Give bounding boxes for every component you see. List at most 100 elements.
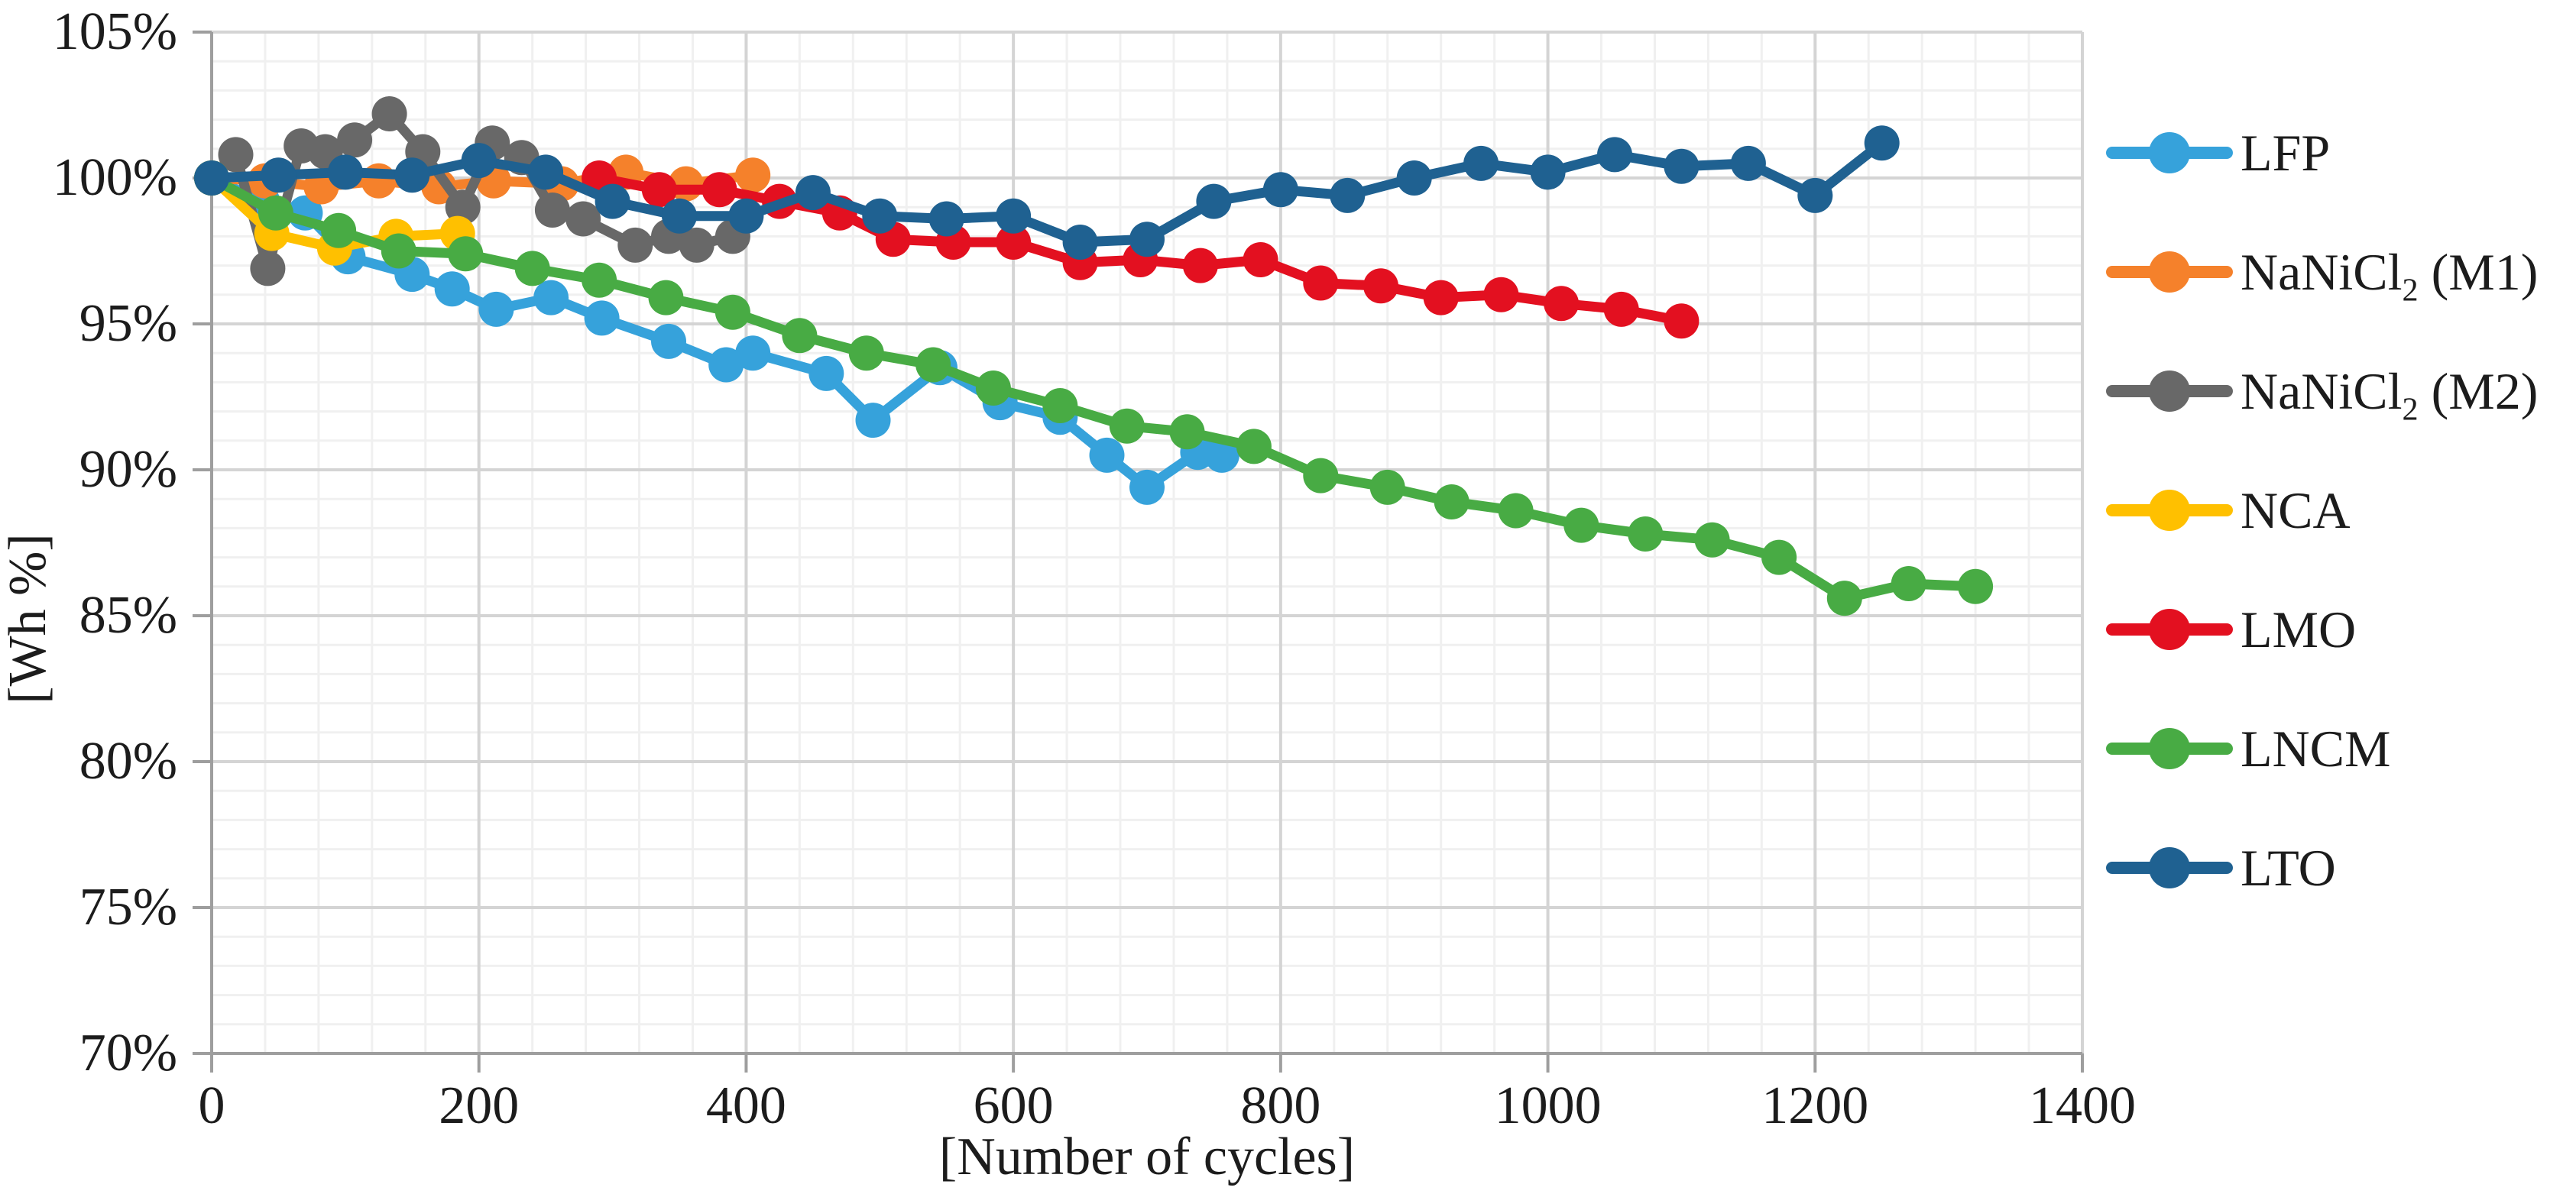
series-LNCM-point <box>714 294 750 330</box>
series-LMO-point <box>1182 248 1218 283</box>
series-NaNiCl2 (M1)-point <box>735 157 771 193</box>
legend-item-LMO: LMO <box>2106 599 2356 660</box>
axes <box>193 31 2084 1073</box>
series-LFP-point <box>1089 437 1125 473</box>
series-LNCM-point <box>448 236 484 272</box>
legend-label: NCA <box>2241 481 2351 539</box>
series-LNCM-point <box>1369 469 1405 505</box>
series-NaNiCl2 (M2)-point <box>445 189 481 225</box>
series-LTO-point <box>461 143 497 179</box>
series-LNCM-point <box>1694 522 1730 558</box>
series-LMO-point <box>1664 303 1700 339</box>
series-NaNiCl2 (M2)-point <box>218 137 254 173</box>
series-NaNiCl2 (M2)-point <box>617 227 653 263</box>
legend-marker-icon <box>2106 361 2233 422</box>
series-LTO-point <box>996 198 1032 234</box>
series-LNCM-point <box>258 195 293 231</box>
series-LFP-point <box>533 280 569 315</box>
series-NaNiCl2 (M2)-point <box>565 201 601 237</box>
series-LNCM-point <box>1434 484 1469 519</box>
series-LNCM-point <box>321 212 357 248</box>
series-NaNiCl2 (M2)-point <box>371 96 407 131</box>
x-tick-label: 1200 <box>1761 1076 1869 1135</box>
series-LNCM-point <box>1826 581 1862 616</box>
series-LTO-point <box>795 175 831 211</box>
y-tick-label: 90% <box>79 440 177 499</box>
series-LNCM-point <box>1628 516 1664 552</box>
x-axis-title: [Number of cycles] <box>938 1128 1356 1186</box>
series-LNCM-point <box>1498 493 1534 529</box>
legend-label: NaNiCl2 (M2) <box>2241 362 2539 428</box>
series-LNCM-point <box>381 233 416 269</box>
series-LNCM-point <box>1042 388 1078 423</box>
series-LFP-point <box>1129 469 1165 505</box>
legend-label: LNCM <box>2241 720 2391 778</box>
series-LMO-point <box>702 172 737 208</box>
x-tick-label: 600 <box>973 1076 1054 1135</box>
series-LNCM-line <box>206 173 1981 603</box>
series-LNCM-point <box>915 347 951 383</box>
series-LMO-point <box>996 225 1032 260</box>
series-LTO-point <box>928 201 964 237</box>
series-LTO-point <box>327 154 363 190</box>
legend-marker-icon <box>2106 599 2233 660</box>
series-LNCM-point <box>1169 414 1205 450</box>
legend-label: LFP <box>2241 124 2331 182</box>
series-LNCM-point <box>782 318 818 354</box>
series-LNCM-point <box>1236 429 1272 464</box>
series-LFP-point <box>434 271 470 307</box>
series-LTO-point <box>1330 177 1366 213</box>
series-LTO-point <box>1196 183 1232 219</box>
series-LMO-point <box>1303 265 1339 301</box>
series-LMO-point <box>1483 277 1519 312</box>
series-LMO-point <box>1363 268 1398 304</box>
series-LMO-point <box>641 172 677 208</box>
series-LTO-point <box>1129 222 1165 257</box>
series-LTO-point <box>1062 225 1098 260</box>
series-LTO-point <box>662 198 697 234</box>
series-LNCM-point <box>1563 507 1599 543</box>
legend-marker-icon <box>2106 241 2233 303</box>
series-LNCM-point <box>1109 408 1145 444</box>
series-LNCM-point <box>582 262 617 298</box>
series-LTO-point <box>528 154 564 190</box>
series-LMO-point <box>1423 280 1459 315</box>
x-tick-label: 0 <box>198 1076 225 1135</box>
series-LMO-point <box>1544 286 1580 322</box>
series-LTO-point <box>1597 137 1632 173</box>
series-LTO-point <box>194 160 229 196</box>
series-LNCM-point <box>514 251 550 286</box>
series-LTO-point <box>1463 145 1499 181</box>
series-LNCM-point <box>1761 539 1797 575</box>
y-tick-label: 105% <box>52 2 177 61</box>
series-NaNiCl2 (M2)-point <box>679 227 714 263</box>
y-tick-label: 75% <box>79 878 177 937</box>
series-LNCM-point <box>1303 458 1339 493</box>
series-LFP-point <box>1204 437 1239 473</box>
series-LMO-point <box>1243 242 1278 277</box>
y-axis-title: [Wh %] <box>0 533 57 704</box>
x-tick-label: 800 <box>1240 1076 1321 1135</box>
series-LNCM-point <box>1958 568 1994 604</box>
series-LTO-point <box>394 157 430 193</box>
legend-marker-icon <box>2106 480 2233 541</box>
legend-label: LTO <box>2241 839 2336 897</box>
y-tick-label: 85% <box>79 586 177 645</box>
series-LFP-point <box>478 291 514 327</box>
y-tick-label: 95% <box>79 294 177 353</box>
x-tick-label: 200 <box>439 1076 520 1135</box>
series-LTO-point <box>1262 172 1298 208</box>
legend-item-LNCM: LNCM <box>2106 718 2390 779</box>
series-LNCM-point <box>1891 566 1926 601</box>
series-LTO-point <box>1864 125 1900 161</box>
series-LTO-point <box>1730 145 1766 181</box>
legend-item-NaNiCl2 (M1): NaNiCl2 (M1) <box>2106 241 2539 309</box>
series-LFP-point <box>808 355 844 391</box>
series-LFP-point <box>651 323 686 359</box>
legend-item-NCA: NCA <box>2106 480 2351 541</box>
legend-label: NaNiCl2 (M1) <box>2241 243 2539 309</box>
series-LTO-point <box>595 183 630 219</box>
series-NaNiCl2 (M2)-point <box>250 251 286 286</box>
